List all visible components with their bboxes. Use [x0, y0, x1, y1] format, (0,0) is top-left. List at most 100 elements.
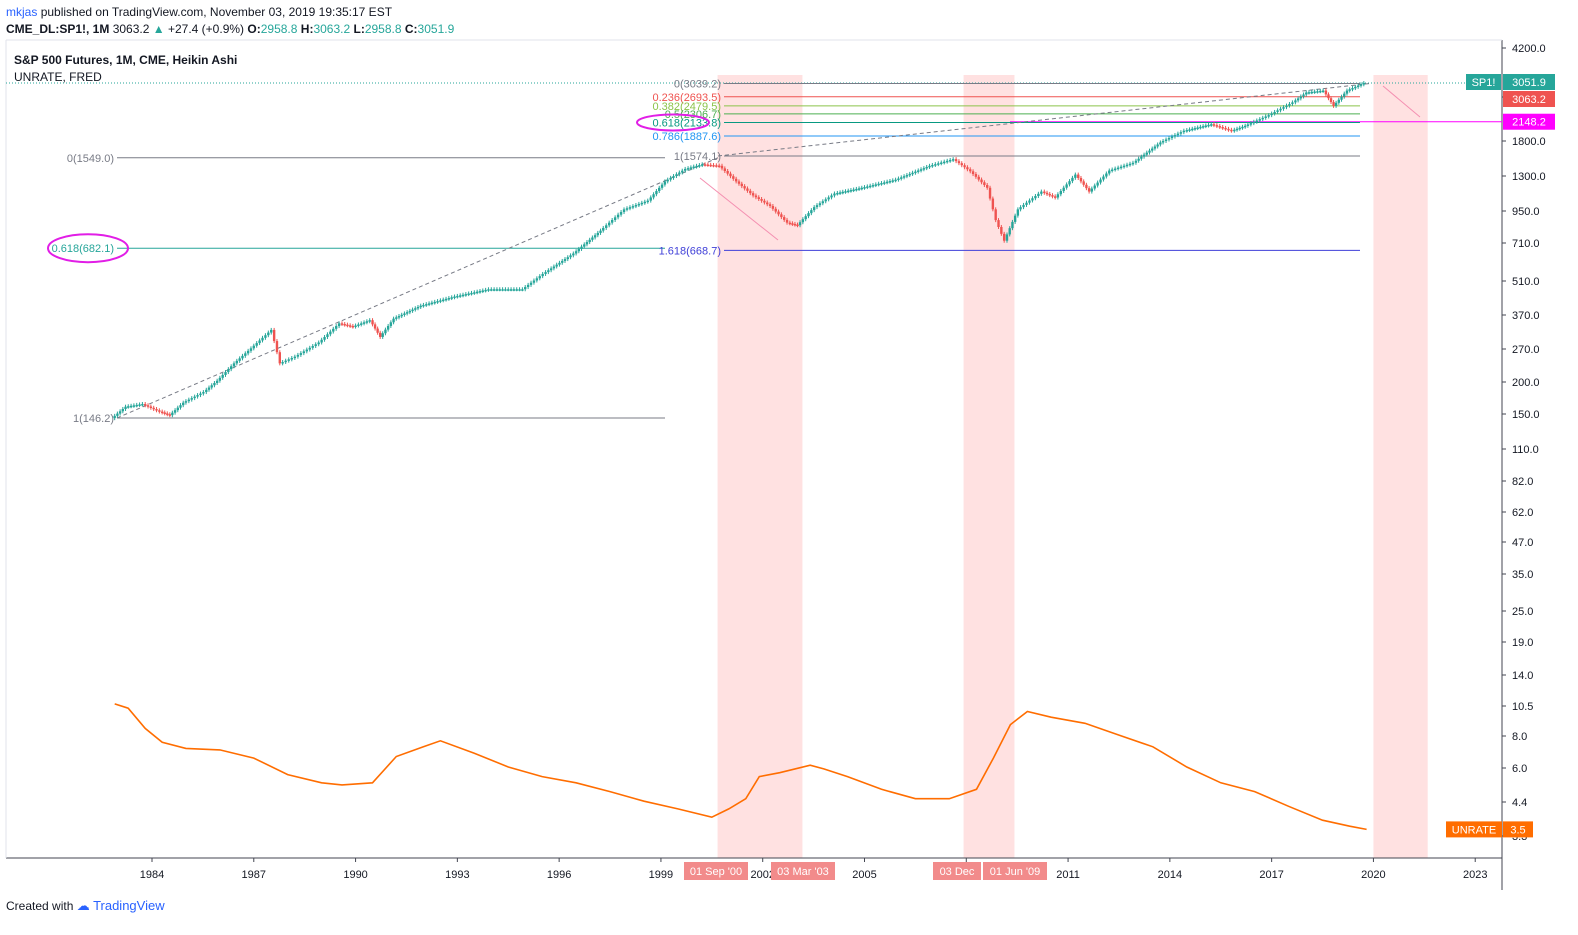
- price-candle: [605, 225, 608, 228]
- unrate-symbol-badge-bg: [1446, 821, 1502, 838]
- fib-right-label: 1(1574.1): [674, 151, 721, 163]
- price-candle: [1329, 98, 1333, 103]
- author-link[interactable]: mkjas: [6, 5, 38, 19]
- price-candle: [729, 173, 732, 177]
- y-tick-label: 25.0: [1512, 606, 1533, 618]
- price-candle: [726, 171, 729, 174]
- price-candle: [302, 351, 306, 354]
- price-candle: [411, 309, 414, 312]
- y-tick-label: 62.0: [1512, 507, 1533, 519]
- fib-right-label: 0.618(2133.8): [653, 117, 722, 129]
- price-candle: [241, 355, 244, 359]
- y-tick-label: 19.0: [1512, 637, 1533, 649]
- price-candle: [994, 209, 997, 221]
- price-candle: [425, 304, 428, 306]
- price-candle: [1065, 184, 1068, 188]
- price-candle: [988, 187, 992, 199]
- last-price: 3063.2: [112, 22, 150, 36]
- price-candle: [1116, 167, 1120, 170]
- price-candle: [844, 191, 847, 193]
- price-candle: [113, 415, 116, 419]
- price-candle: [625, 208, 629, 210]
- price-candle: [436, 301, 439, 303]
- price-candle: [249, 348, 253, 351]
- price-candle: [631, 206, 635, 208]
- price-candle: [408, 310, 412, 313]
- price-candle: [1238, 127, 1241, 130]
- price-candle: [1134, 160, 1138, 163]
- price-candle: [737, 181, 741, 184]
- price-candle: [507, 289, 510, 291]
- price-candle: [1204, 125, 1208, 128]
- price-candle: [760, 199, 763, 201]
- price-candle: [405, 312, 409, 314]
- price-candle: [678, 172, 681, 175]
- price-candle: [946, 160, 949, 163]
- price-candle: [911, 172, 914, 175]
- up-arrow-icon: ▲: [152, 22, 165, 36]
- price-candle: [202, 392, 205, 394]
- y-tick-label: 950.0: [1512, 206, 1540, 218]
- price-candle: [1218, 126, 1221, 128]
- price-candle: [812, 207, 816, 211]
- price-candle: [860, 187, 863, 190]
- price-candle: [888, 181, 892, 183]
- high-price-badge: 3063.2: [1512, 94, 1546, 106]
- price-candle: [971, 171, 975, 175]
- price-candle: [400, 314, 403, 317]
- price-candle: [1031, 198, 1034, 201]
- price-candle: [1207, 124, 1210, 127]
- price-candle: [354, 325, 357, 328]
- price-candle: [1279, 108, 1282, 111]
- price-candle: [232, 363, 236, 367]
- price-candle: [152, 407, 155, 410]
- price-candle: [663, 181, 667, 185]
- last-price-badge: 3051.9: [1512, 77, 1546, 89]
- tradingview-logo-icon: ☁: [76, 898, 90, 913]
- x-tick-label: 2005: [852, 869, 876, 881]
- price-candle: [311, 346, 314, 348]
- price-candle: [293, 356, 297, 359]
- price-candle: [1302, 94, 1305, 97]
- price-candle: [149, 406, 153, 409]
- price-candle: [1334, 102, 1338, 106]
- price-candle: [1005, 234, 1009, 241]
- price-candle: [1255, 120, 1258, 122]
- price-candle: [287, 359, 290, 361]
- price-candle: [675, 174, 678, 177]
- x-tick-label: 2020: [1361, 869, 1385, 881]
- price-candle: [1110, 169, 1114, 172]
- price-candle: [785, 219, 789, 223]
- price-candle: [974, 174, 978, 177]
- price-candle: [866, 186, 869, 188]
- price-candle: [720, 165, 724, 169]
- tradingview-brand[interactable]: TradingView: [93, 898, 165, 913]
- price-candle: [371, 320, 374, 325]
- price-candle: [681, 170, 684, 173]
- price-candle: [619, 212, 623, 215]
- price-candle: [1316, 91, 1319, 93]
- price-candle: [447, 298, 451, 300]
- price-candle: [751, 193, 755, 196]
- price-candle: [1264, 116, 1267, 118]
- price-candle: [470, 292, 473, 295]
- price-candle: [640, 202, 644, 205]
- price-candle: [419, 305, 422, 308]
- price-candle: [1294, 100, 1297, 103]
- price-candle: [783, 217, 786, 220]
- y-tick-label: 10.5: [1512, 701, 1533, 713]
- fib-right-label: 0.786(1887.6): [653, 131, 722, 143]
- fib-right-label: 0(3039.2): [674, 78, 721, 90]
- price-candle: [509, 289, 513, 291]
- price-candle: [1151, 148, 1154, 151]
- price-candle: [235, 360, 239, 364]
- price-candle: [821, 201, 825, 204]
- price-candle: [155, 409, 158, 411]
- x-tick-label: 2011: [1056, 869, 1080, 881]
- x-tick-label: 2023: [1463, 869, 1487, 881]
- price-candle: [1085, 184, 1088, 189]
- price-candle: [1087, 188, 1091, 192]
- price-candle: [504, 289, 507, 291]
